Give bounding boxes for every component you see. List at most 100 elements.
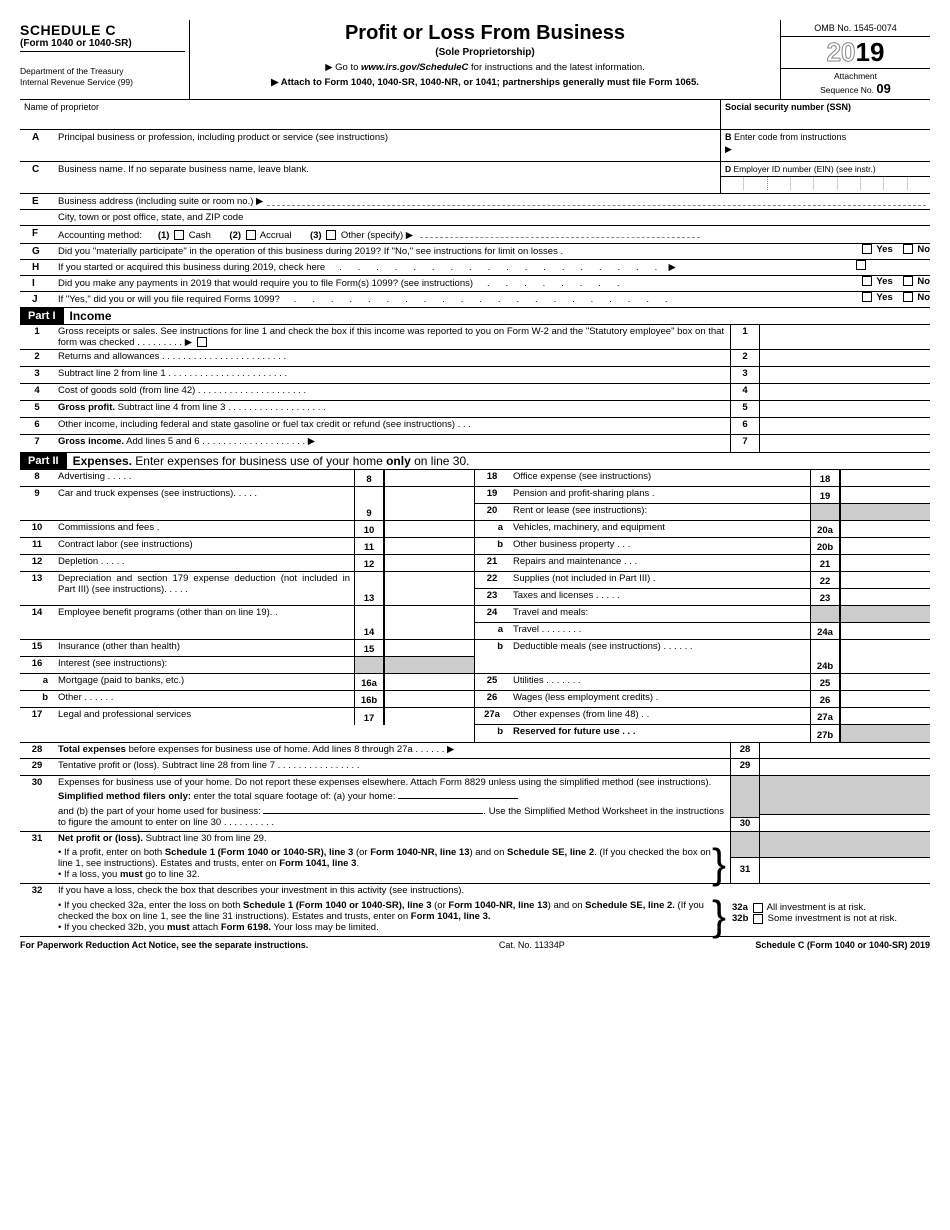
expense-line-26: 26Wages (less employment credits) .26 xyxy=(475,691,930,708)
amount-[interactable] xyxy=(384,657,474,673)
ein-boxes[interactable] xyxy=(721,176,930,190)
checkbox-32a[interactable] xyxy=(753,903,763,913)
footer-left: For Paperwork Reduction Act Notice, see … xyxy=(20,940,308,950)
expense-line-14: 14Employee benefit programs (other than … xyxy=(20,606,474,640)
amount-[interactable] xyxy=(840,504,930,520)
amount-10[interactable] xyxy=(384,521,474,537)
amount-1[interactable] xyxy=(760,325,930,349)
amount-30[interactable] xyxy=(760,815,930,831)
amount-2[interactable] xyxy=(760,350,930,366)
form-reference: (Form 1040 or 1040-SR) xyxy=(20,38,185,52)
amount-21[interactable] xyxy=(840,555,930,571)
header-left: SCHEDULE C (Form 1040 or 1040-SR) Depart… xyxy=(20,20,190,99)
amount-29[interactable] xyxy=(760,759,930,775)
expense-line-22: 22Supplies (not included in Part III) .2… xyxy=(475,572,930,589)
amount-17[interactable] xyxy=(384,708,474,725)
checkbox-h[interactable] xyxy=(856,260,866,270)
amount-7[interactable] xyxy=(760,435,930,452)
line-28: 28 Total expenses before expenses for bu… xyxy=(20,742,930,759)
amount-26[interactable] xyxy=(840,691,930,707)
amount-28[interactable] xyxy=(760,743,930,758)
amount-[interactable] xyxy=(840,606,930,622)
amount-8[interactable] xyxy=(384,470,474,486)
amount-6[interactable] xyxy=(760,418,930,434)
expense-line-19: 19Pension and profit-sharing plans .19 xyxy=(475,487,930,504)
income-line-6: 6Other income, including federal and sta… xyxy=(20,418,930,435)
amount-23[interactable] xyxy=(840,589,930,605)
amount-27b[interactable] xyxy=(840,725,930,742)
expense-line-16b: bOther . . . . . .16b xyxy=(20,691,474,708)
expense-line-24a: aTravel . . . . . . . .24a xyxy=(475,623,930,640)
income-line-3: 3Subtract line 2 from line 1 . . . . . .… xyxy=(20,367,930,384)
income-line-7: 7Gross income. Add lines 5 and 6 . . . .… xyxy=(20,435,930,452)
checkbox-g-yes[interactable] xyxy=(862,244,872,254)
part-2-header: Part II Expenses. Enter expenses for bus… xyxy=(20,452,930,470)
amount-24b[interactable] xyxy=(840,640,930,673)
amount-11[interactable] xyxy=(384,538,474,554)
input-business-sqft[interactable] xyxy=(263,813,483,814)
amount-27a[interactable] xyxy=(840,708,930,724)
name-label[interactable]: Name of proprietor xyxy=(20,100,720,129)
line-d[interactable]: D Employer ID number (EIN) (see instr.) xyxy=(720,162,930,193)
expense-line-20: 20Rent or lease (see instructions): xyxy=(475,504,930,521)
amount-15[interactable] xyxy=(384,640,474,656)
amount-31[interactable] xyxy=(760,858,930,883)
expense-line-11: 11Contract labor (see instructions)11 xyxy=(20,538,474,555)
amount-20a[interactable] xyxy=(840,521,930,537)
amount-9[interactable] xyxy=(384,487,474,520)
line-e-addr: E Business address (including suite or r… xyxy=(20,194,930,210)
amount-24a[interactable] xyxy=(840,623,930,639)
schedule-c-form: SCHEDULE C (Form 1040 or 1040-SR) Depart… xyxy=(20,20,930,950)
amount-20b[interactable] xyxy=(840,538,930,554)
form-subtitle: (Sole Proprietorship) xyxy=(196,47,774,58)
checkbox-cash[interactable] xyxy=(174,230,184,240)
checkbox-j-no[interactable] xyxy=(903,292,913,302)
expenses-right: 18Office expense (see instructions)1819P… xyxy=(475,470,930,742)
line-c-text[interactable]: Business name. If no separate business n… xyxy=(54,162,720,193)
checkbox-32b[interactable] xyxy=(753,914,763,924)
expense-line-18: 18Office expense (see instructions)18 xyxy=(475,470,930,487)
checkbox-i-no[interactable] xyxy=(903,276,913,286)
checkbox-statutory[interactable] xyxy=(197,337,207,347)
amount-4[interactable] xyxy=(760,384,930,400)
amount-14[interactable] xyxy=(384,606,474,639)
sequence-info: Attachment Sequence No. 09 xyxy=(781,68,930,99)
expense-line-8: 8Advertising . . . . .8 xyxy=(20,470,474,487)
income-line-4: 4Cost of goods sold (from line 42) . . .… xyxy=(20,384,930,401)
expense-line-25: 25Utilities . . . . . . .25 xyxy=(475,674,930,691)
checkbox-j-yes[interactable] xyxy=(862,292,872,302)
tax-year: 2019 xyxy=(781,37,930,68)
amount-25[interactable] xyxy=(840,674,930,690)
form-footer: For Paperwork Reduction Act Notice, see … xyxy=(20,936,930,950)
expense-line-16: 16Interest (see instructions): xyxy=(20,657,474,674)
checkbox-i-yes[interactable] xyxy=(862,276,872,286)
expenses-section: 8Advertising . . . . .89Car and truck ex… xyxy=(20,470,930,742)
amount-19[interactable] xyxy=(840,487,930,503)
income-line-5: 5Gross profit. Subtract line 4 from line… xyxy=(20,401,930,418)
amount-5[interactable] xyxy=(760,401,930,417)
income-section: 1Gross receipts or sales. See instructio… xyxy=(20,325,930,452)
ssn-label[interactable]: Social security number (SSN) xyxy=(720,100,930,129)
line-b[interactable]: B Enter code from instructions ▶ xyxy=(720,130,930,161)
amount-18[interactable] xyxy=(840,470,930,486)
checkbox-g-no[interactable] xyxy=(903,244,913,254)
amount-12[interactable] xyxy=(384,555,474,571)
checkbox-accrual[interactable] xyxy=(246,230,256,240)
amount-22[interactable] xyxy=(840,572,930,588)
line-h: H If you started or acquired this busine… xyxy=(20,260,930,276)
checkbox-other[interactable] xyxy=(326,230,336,240)
expense-line-27b: bReserved for future use . . .27b xyxy=(475,725,930,742)
input-home-sqft[interactable] xyxy=(398,798,518,799)
department-info: Department of the Treasury Internal Reve… xyxy=(20,66,185,88)
amount-13[interactable] xyxy=(384,572,474,605)
expense-line-10: 10Commissions and fees .10 xyxy=(20,521,474,538)
line-c-d: C Business name. If no separate business… xyxy=(20,162,930,194)
line-a-text[interactable]: Principal business or profession, includ… xyxy=(54,130,720,161)
expense-line-27a: 27aOther expenses (from line 48) . .27a xyxy=(475,708,930,725)
income-line-2: 2Returns and allowances . . . . . . . . … xyxy=(20,350,930,367)
amount-16a[interactable] xyxy=(384,674,474,690)
line-e-city[interactable]: City, town or post office, state, and ZI… xyxy=(20,210,930,226)
brace-icon: } xyxy=(712,899,726,933)
amount-3[interactable] xyxy=(760,367,930,383)
amount-16b[interactable] xyxy=(384,691,474,707)
